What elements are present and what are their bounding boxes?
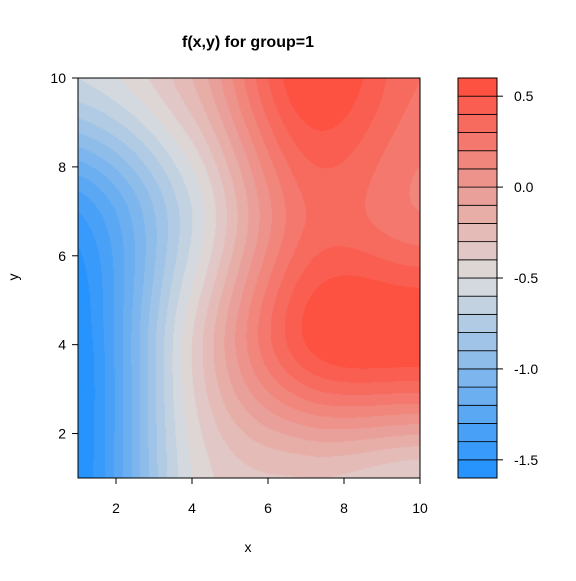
y-tick-label: 2 (58, 426, 66, 442)
y-axis-label: y (5, 274, 21, 281)
x-tick-label: 8 (340, 500, 348, 516)
x-tick-label: 6 (264, 500, 272, 516)
colorbar-band (458, 242, 497, 260)
colorbar-band (458, 460, 497, 478)
colorbar-band (458, 78, 497, 96)
colorbar-tick-label: -1.5 (514, 452, 538, 468)
colorbar-band (458, 333, 497, 351)
colorbar-band (458, 151, 497, 169)
colorbar-band (458, 405, 497, 423)
colorbar-band (458, 223, 497, 241)
colorbar-band (458, 114, 497, 132)
y-tick-label: 6 (58, 248, 66, 264)
colorbar-band (458, 314, 497, 332)
y-axis: 2 4 6 8 10 (50, 70, 78, 442)
colorbar-tick-label: -0.5 (514, 270, 538, 286)
colorbar-band (458, 296, 497, 314)
y-tick-label: 4 (58, 337, 66, 353)
colorbar: -1.5 -1.0 -0.5 0.0 0.5 (458, 78, 538, 478)
colorbar-band (458, 96, 497, 114)
colorbar-band (458, 442, 497, 460)
colorbar-band (458, 423, 497, 441)
y-tick-label: 8 (58, 159, 66, 175)
colorbar-tick-label: 0.0 (514, 179, 534, 195)
x-tick-label: 10 (412, 500, 428, 516)
colorbar-band (458, 260, 497, 278)
colorbar-band (458, 369, 497, 387)
colorbar-band (458, 205, 497, 223)
colorbar-band (458, 187, 497, 205)
plot-area (78, 78, 420, 478)
x-tick-label: 2 (112, 500, 120, 516)
x-axis-label: x (245, 539, 252, 555)
colorbar-band (458, 133, 497, 151)
contour-surface (78, 78, 420, 478)
colorbar-band (458, 169, 497, 187)
colorbar-band (458, 387, 497, 405)
colorbar-band (458, 351, 497, 369)
chart-title: f(x,y) for group=1 (182, 34, 314, 51)
x-axis: 2 4 6 8 10 (112, 478, 428, 516)
colorbar-band (458, 278, 497, 296)
y-tick-label: 10 (50, 70, 66, 86)
colorbar-tick-label: 0.5 (514, 88, 534, 104)
x-tick-label: 4 (188, 500, 196, 516)
colorbar-tick-label: -1.0 (514, 361, 538, 377)
